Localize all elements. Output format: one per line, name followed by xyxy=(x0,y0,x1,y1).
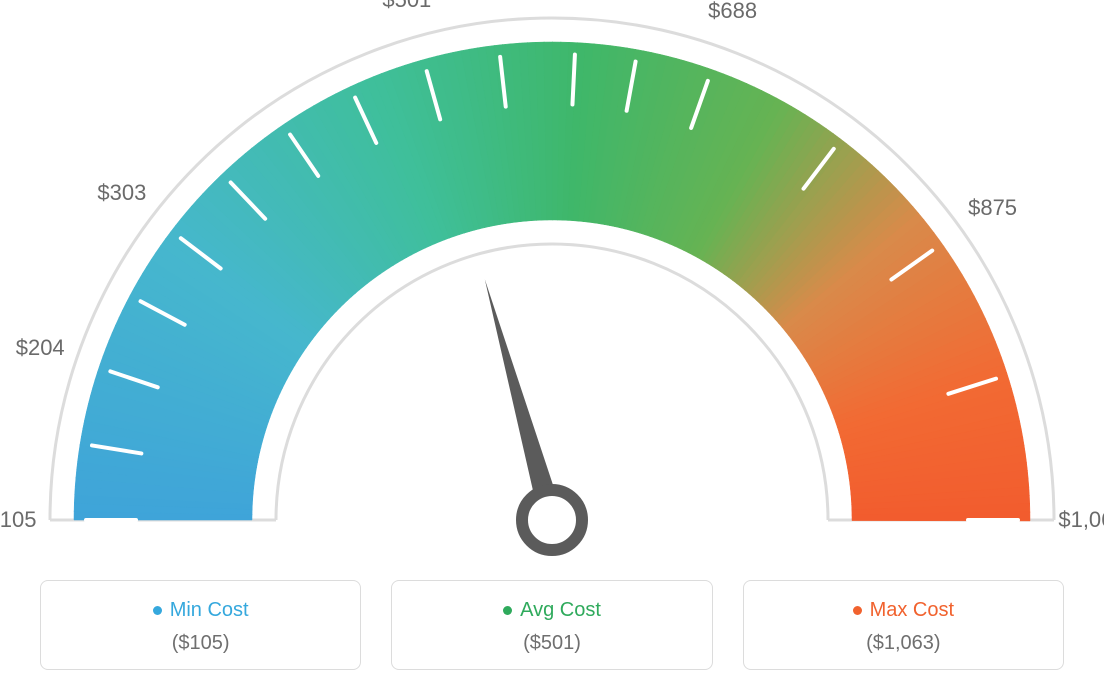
legend-card-min: Min Cost ($105) xyxy=(40,580,361,670)
legend-label-min: Min Cost xyxy=(170,599,249,622)
legend-dot-min xyxy=(153,606,162,615)
legend-dot-max xyxy=(853,606,862,615)
cost-gauge: $105 $204 $303 $501 $688 $875 $1,063 xyxy=(0,0,1104,560)
legend-label-max: Max Cost xyxy=(870,599,954,622)
legend-row: Min Cost ($105) Avg Cost ($501) Max Cost… xyxy=(40,580,1064,670)
gauge-tick-label: $204 xyxy=(16,335,65,361)
legend-dot-avg xyxy=(503,606,512,615)
legend-label-avg: Avg Cost xyxy=(520,599,601,622)
gauge-tick-label: $303 xyxy=(97,180,146,206)
gauge-tick-label: $1,063 xyxy=(1058,507,1104,533)
legend-value-avg: ($501) xyxy=(402,632,701,655)
legend-title-max: Max Cost xyxy=(853,599,954,622)
gauge-color-arc xyxy=(74,42,1030,521)
legend-title-min: Min Cost xyxy=(153,599,249,622)
legend-card-avg: Avg Cost ($501) xyxy=(391,580,712,670)
gauge-tick-label: $688 xyxy=(708,0,757,24)
gauge-tick-label: $501 xyxy=(382,0,431,13)
legend-title-avg: Avg Cost xyxy=(503,599,601,622)
legend-value-max: ($1,063) xyxy=(754,632,1053,655)
gauge-tick-label: $875 xyxy=(968,195,1017,221)
legend-card-max: Max Cost ($1,063) xyxy=(743,580,1064,670)
legend-value-min: ($105) xyxy=(51,632,350,655)
gauge-tick-label: $105 xyxy=(0,507,36,533)
gauge-hub xyxy=(522,490,582,550)
gauge-svg xyxy=(0,0,1104,560)
